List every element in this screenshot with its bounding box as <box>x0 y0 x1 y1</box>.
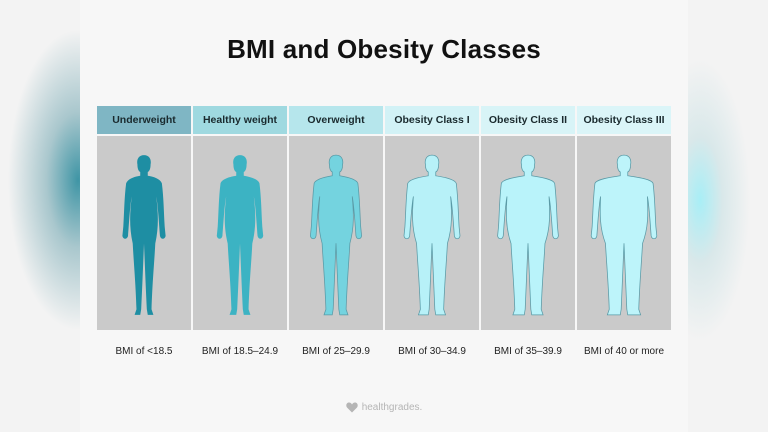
class-header: Obesity Class I <box>385 106 479 134</box>
class-header: Obesity Class II <box>481 106 575 134</box>
background-blur-left <box>0 0 80 432</box>
class-header-label: Healthy weight <box>202 114 278 126</box>
background-blur-right <box>688 0 768 432</box>
class-header-label: Obesity Class II <box>488 114 568 126</box>
brand-logo: healthgrades. <box>80 402 688 413</box>
body-silhouette-icon <box>310 154 362 316</box>
infographic-title: BMI and Obesity Classes <box>227 34 541 64</box>
bmi-class-column: Underweight BMI of <18.5 <box>97 106 191 357</box>
bmi-range-label: BMI of 40 or more <box>583 346 665 357</box>
bmi-range-label: BMI of 25–29.9 <box>302 346 370 357</box>
class-header: Obesity Class III <box>577 106 671 134</box>
brand-logo-text: healthgrades. <box>361 402 423 413</box>
figure-panel <box>289 136 383 330</box>
class-header: Overweight <box>289 106 383 134</box>
bmi-range-label: BMI of 35–39.9 <box>494 346 562 357</box>
body-silhouette-icon <box>497 154 559 316</box>
figure-panel <box>97 136 191 330</box>
bmi-class-column: Overweight BMI of 25–29.9 <box>289 106 383 357</box>
class-header: Underweight <box>97 106 191 134</box>
bmi-range-label: BMI of 18.5–24.9 <box>201 346 279 357</box>
class-header-label: Obesity Class I <box>394 114 470 126</box>
figure-panel <box>481 136 575 330</box>
body-silhouette-icon <box>590 154 658 316</box>
figure-panel <box>193 136 287 330</box>
body-silhouette-icon <box>122 155 166 315</box>
infographic-card: BMI and Obesity Classes Underweight BMI … <box>80 0 688 432</box>
bmi-class-column: Obesity Class III BMI of 40 or more <box>577 106 671 357</box>
bmi-class-grid: Underweight BMI of <18.5 Healthy weight … <box>97 106 671 357</box>
class-header: Healthy weight <box>193 106 287 134</box>
bmi-class-column: Obesity Class II BMI of 35–39.9 <box>481 106 575 357</box>
body-silhouette-icon <box>216 155 264 315</box>
class-header-label: Obesity Class III <box>583 114 665 126</box>
bmi-class-column: Healthy weight BMI of 18.5–24.9 <box>193 106 287 357</box>
bmi-range-label: BMI of 30–34.9 <box>398 346 466 357</box>
figure-panel <box>385 136 479 330</box>
bmi-class-column: Obesity Class I BMI of 30–34.9 <box>385 106 479 357</box>
heart-icon <box>345 402 358 413</box>
body-silhouette-icon <box>403 154 461 316</box>
bmi-range-label: BMI of <18.5 <box>115 346 173 357</box>
figure-panel <box>577 136 671 330</box>
class-header-label: Overweight <box>307 114 365 126</box>
class-header-label: Underweight <box>112 114 176 126</box>
